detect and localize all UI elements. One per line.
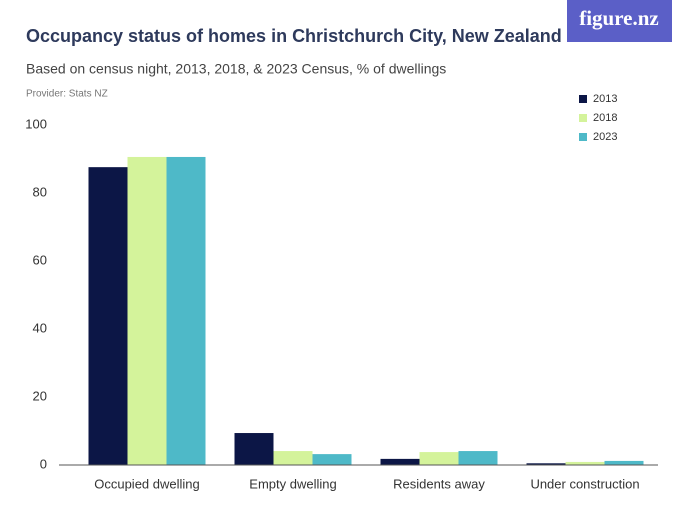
chart-title: Occupancy status of homes in Christchurc… xyxy=(26,26,562,46)
bar xyxy=(604,460,644,465)
y-tick-label: 100 xyxy=(25,116,47,131)
y-tick-label: 0 xyxy=(40,456,47,471)
y-tick-label: 20 xyxy=(33,388,47,403)
bar xyxy=(273,451,313,465)
bar xyxy=(127,156,167,465)
logo-box xyxy=(567,0,672,42)
legend-label: 2013 xyxy=(593,93,617,105)
bar xyxy=(88,167,128,465)
bar xyxy=(380,458,420,465)
y-tick-label: 80 xyxy=(33,184,47,199)
x-tick-label: Occupied dwelling xyxy=(94,476,200,491)
legend-swatch xyxy=(579,95,587,103)
x-tick-label: Empty dwelling xyxy=(249,476,336,491)
bar xyxy=(312,454,352,465)
source: Provider: Stats NZ xyxy=(26,89,108,100)
bar xyxy=(526,463,566,465)
bar xyxy=(565,461,605,465)
logo: figure.nz xyxy=(579,6,659,30)
bar xyxy=(458,451,498,465)
y-tick-label: 60 xyxy=(33,252,47,267)
y-tick-label: 40 xyxy=(33,320,47,335)
legend-swatch xyxy=(579,114,587,122)
legend-swatch xyxy=(579,133,587,141)
bar xyxy=(234,433,274,465)
x-tick-label: Residents away xyxy=(393,476,485,491)
bar xyxy=(419,452,459,465)
x-tick-label: Under construction xyxy=(530,476,639,491)
legend-label: 2018 xyxy=(593,112,617,124)
chart-subtitle: Based on census night, 2013, 2018, & 202… xyxy=(26,61,446,77)
bar xyxy=(166,156,206,465)
legend-label: 2023 xyxy=(593,131,617,143)
